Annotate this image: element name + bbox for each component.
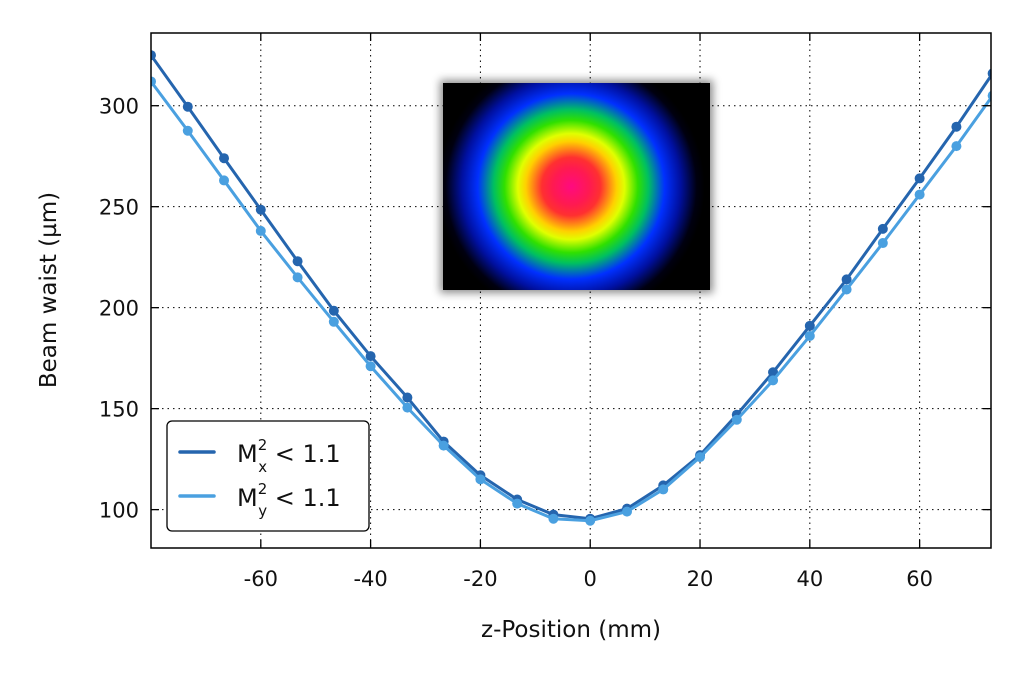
data-point	[987, 90, 991, 101]
data-point	[402, 392, 413, 403]
legend-label-sub: x	[258, 458, 267, 476]
data-point	[402, 402, 413, 413]
x-axis-label: z-Position (mm)	[481, 617, 661, 643]
y-tick-label: 100	[99, 499, 139, 523]
x-tick-label: 20	[687, 567, 714, 591]
x-tick-label: -60	[244, 567, 278, 591]
grid	[151, 33, 991, 548]
legend-label-rest: < 1.1	[267, 484, 341, 512]
data-point	[914, 173, 925, 184]
data-point	[841, 274, 852, 285]
legend-label-rest: < 1.1	[267, 440, 341, 468]
data-point	[182, 101, 193, 112]
data-point	[768, 375, 779, 386]
data-point	[328, 305, 339, 316]
y-tick-label: 250	[99, 196, 139, 220]
data-point	[512, 498, 523, 509]
data-point	[292, 272, 303, 283]
x-tick-label: 40	[796, 567, 823, 591]
data-point	[914, 189, 925, 200]
legend-label-base: M	[237, 440, 258, 468]
data-point	[804, 330, 815, 341]
data-point	[219, 153, 230, 164]
data-point	[328, 316, 339, 327]
data-point	[658, 484, 669, 495]
data-point	[585, 515, 596, 526]
data-point	[622, 506, 632, 517]
data-point	[987, 68, 991, 79]
plot-frame	[150, 32, 992, 549]
x-tick-label: 0	[584, 567, 597, 591]
y-tick-label: 200	[99, 297, 139, 321]
data-point	[292, 256, 303, 267]
legend-label: M2 y < 1.1	[237, 480, 341, 520]
series-1	[151, 76, 991, 526]
data-point	[951, 141, 962, 152]
data-point	[548, 513, 559, 524]
legend: M2 x < 1.1M2 y < 1.1	[166, 420, 370, 532]
y-tick-label: 300	[99, 95, 139, 119]
data-point	[804, 320, 815, 331]
x-tick-label: -20	[463, 567, 497, 591]
data-point	[219, 175, 230, 186]
y-axis-label: Beam waist (µm)	[36, 192, 62, 388]
data-point	[182, 125, 193, 136]
data-point	[255, 204, 266, 215]
data-point	[841, 284, 852, 295]
legend-box	[166, 420, 370, 532]
legend-label-sub: y	[258, 502, 267, 520]
data-point	[877, 223, 888, 234]
data-point	[365, 361, 376, 372]
data-point	[731, 414, 742, 425]
data-point	[768, 367, 779, 378]
series-lines	[151, 50, 991, 526]
data-point	[151, 76, 156, 87]
data-point	[151, 50, 156, 61]
y-tick-label: 150	[99, 398, 139, 422]
data-point	[951, 121, 962, 132]
data-point	[475, 474, 486, 485]
data-point	[695, 452, 706, 463]
legend-label: M2 x < 1.1	[237, 436, 341, 476]
data-point	[438, 440, 449, 451]
legend-label-sup: 2	[258, 436, 268, 454]
data-point	[877, 238, 888, 249]
ticks: -60 -40 -20 0 20 40 60 100 150 200 250 300	[99, 33, 991, 591]
beam-profile-image	[443, 83, 710, 290]
x-tick-label: 60	[906, 567, 933, 591]
data-point	[365, 351, 376, 362]
x-tick-label: -40	[353, 567, 387, 591]
data-point	[255, 225, 266, 236]
legend-label-base: M	[237, 484, 258, 512]
legend-label-sup: 2	[258, 480, 268, 498]
series-line	[151, 54, 991, 521]
series-line	[151, 80, 991, 523]
